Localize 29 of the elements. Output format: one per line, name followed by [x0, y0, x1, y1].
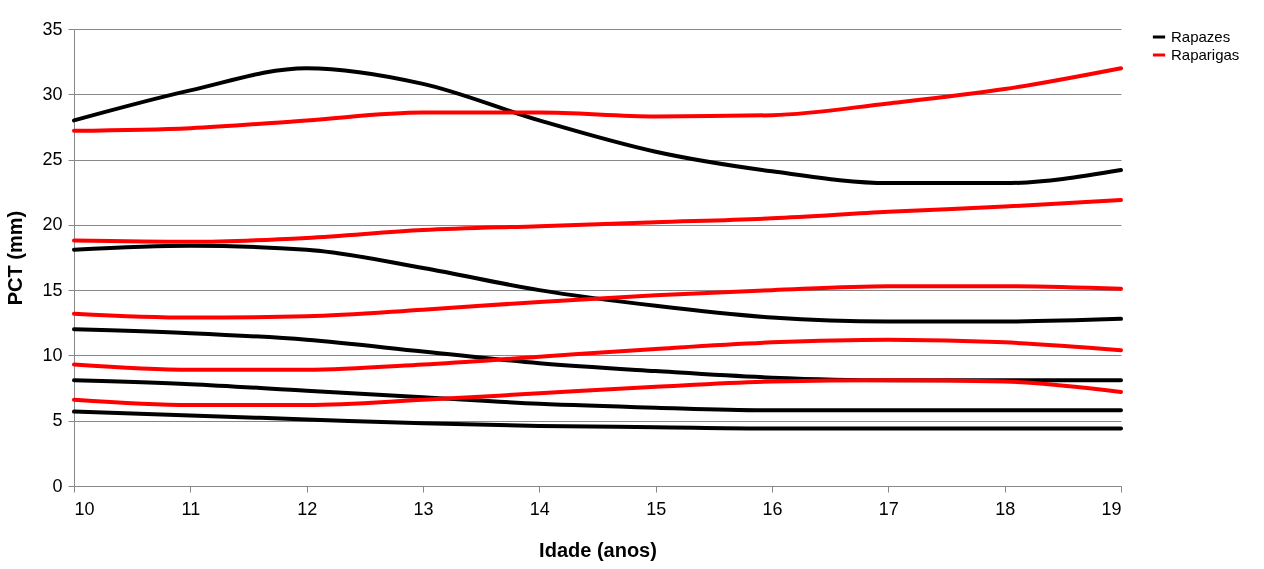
y-tick-label: 15: [42, 279, 63, 300]
y-tick-label: 0: [52, 475, 63, 496]
line-series: [72, 198, 1123, 244]
y-tick-label: 25: [42, 149, 63, 170]
y-tick-label: 20: [42, 214, 63, 235]
line-series: [72, 66, 1123, 186]
x-tick-label: 18: [995, 498, 1016, 519]
x-tick-label: 11: [181, 498, 201, 519]
line-series: [72, 66, 1123, 133]
x-tick-label: 19: [1101, 498, 1122, 519]
x-axis-title: Idade (anos): [539, 538, 657, 561]
legend-label: Rapazes: [1171, 28, 1231, 45]
x-tick-label: 12: [297, 498, 318, 519]
x-tick-label: 10: [74, 498, 95, 519]
x-tick-label: 13: [413, 498, 434, 519]
x-tick-label: 15: [646, 498, 667, 519]
x-tick-label: 16: [762, 498, 783, 519]
line-series: [72, 243, 1123, 324]
y-tick-label: 30: [42, 83, 63, 104]
line-series: [72, 337, 1123, 372]
line-series: [72, 409, 1123, 431]
legend-label: Raparigas: [1171, 46, 1240, 63]
y-tick-label: 35: [42, 18, 63, 39]
x-tick-label: 14: [529, 498, 550, 519]
y-tick-label: 5: [52, 410, 63, 431]
y-axis-title: PCT (mm): [4, 210, 27, 306]
x-tick-label: 17: [878, 498, 899, 519]
line-series: [72, 284, 1123, 320]
y-tick-label: 10: [42, 344, 63, 365]
